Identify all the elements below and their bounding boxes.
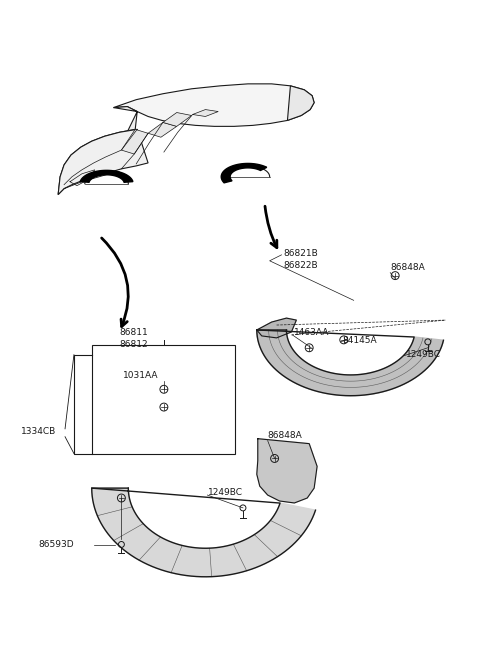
Polygon shape (257, 330, 444, 396)
Polygon shape (221, 163, 267, 183)
Bar (92, 345, 235, 453)
Text: 86812: 86812 (120, 340, 148, 349)
Polygon shape (80, 171, 133, 182)
Text: 86811: 86811 (120, 328, 148, 337)
Polygon shape (92, 488, 315, 577)
Text: 1031AA: 1031AA (123, 371, 159, 380)
Text: 86848A: 86848A (268, 431, 302, 440)
Polygon shape (163, 113, 192, 127)
Text: 1334CB: 1334CB (21, 427, 56, 436)
Polygon shape (58, 129, 148, 195)
Text: 1249BC: 1249BC (208, 488, 243, 497)
Text: 1463AA: 1463AA (294, 328, 330, 337)
Text: 86593D: 86593D (38, 539, 74, 548)
Text: 84145A: 84145A (343, 336, 377, 345)
Polygon shape (121, 129, 148, 154)
Polygon shape (288, 86, 314, 121)
Text: 86848A: 86848A (390, 263, 425, 272)
Polygon shape (257, 318, 296, 338)
Polygon shape (148, 123, 177, 137)
Text: 86821B: 86821B (284, 249, 318, 258)
Polygon shape (192, 110, 218, 117)
Polygon shape (58, 106, 137, 195)
Polygon shape (113, 84, 314, 127)
Text: 1249BC: 1249BC (406, 350, 441, 359)
Text: 86822B: 86822B (284, 261, 318, 270)
Polygon shape (257, 439, 317, 503)
